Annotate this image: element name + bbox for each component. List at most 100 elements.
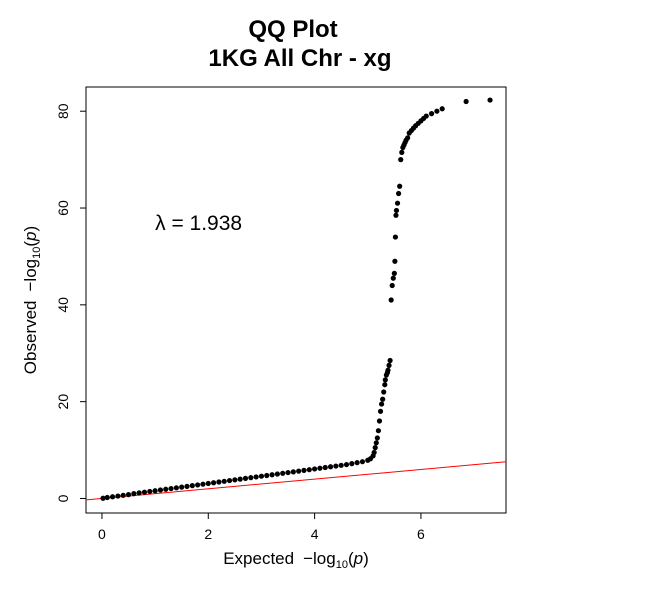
data-point (439, 106, 445, 112)
data-point (120, 492, 126, 498)
data-point (322, 464, 328, 471)
data-point (109, 494, 116, 500)
x-tick-label: 2 (204, 526, 212, 542)
data-point (274, 471, 280, 477)
data-point (373, 440, 379, 446)
data-point (301, 467, 307, 473)
data-point (392, 258, 398, 264)
data-point (338, 462, 344, 468)
data-point (423, 113, 429, 119)
x-axis-label-text: Expected (223, 549, 294, 568)
data-point (264, 472, 270, 479)
data-point (428, 111, 435, 117)
data-point (327, 464, 334, 470)
data-point (179, 484, 185, 490)
data-point (397, 183, 403, 189)
x-axis-label-arg: p (353, 549, 363, 568)
data-point (382, 382, 388, 388)
data-point (280, 470, 286, 476)
data-point (385, 367, 391, 373)
data-point (391, 270, 397, 276)
lambda-annotation: λ = 1.938 (155, 212, 242, 235)
data-point (157, 487, 164, 493)
data-points (100, 97, 493, 501)
data-point (306, 467, 312, 473)
data-point (389, 282, 395, 289)
data-point (392, 234, 399, 240)
data-point (216, 479, 222, 485)
data-point (100, 495, 106, 501)
data-point (221, 478, 227, 484)
data-point (168, 485, 174, 492)
data-point (258, 473, 265, 479)
reference-line (86, 461, 506, 501)
x-axis-label-sub: 10 (336, 559, 348, 571)
data-point (210, 480, 217, 486)
data-point (393, 212, 399, 218)
data-point (487, 97, 493, 103)
data-point (398, 157, 404, 163)
data-point (152, 488, 158, 494)
x-tick-label: 0 (98, 526, 106, 542)
data-point (125, 492, 132, 498)
data-point (388, 297, 394, 303)
data-point (387, 357, 393, 364)
data-point (396, 190, 402, 197)
data-point (386, 362, 392, 368)
data-point (189, 483, 195, 489)
data-point (377, 408, 384, 414)
data-point (375, 428, 382, 434)
data-point (390, 275, 396, 281)
x-axis-label-prefix: −log (303, 549, 336, 568)
data-point (312, 466, 318, 472)
data-point (269, 472, 275, 478)
data-point (317, 465, 323, 471)
data-point (463, 98, 469, 105)
data-point (376, 418, 383, 424)
data-point (349, 461, 355, 467)
data-point (359, 459, 366, 465)
data-point (136, 490, 142, 496)
y-axis-label-arg: p (21, 231, 40, 241)
data-point (242, 475, 249, 481)
data-point (184, 483, 190, 489)
data-point (378, 401, 385, 407)
data-point (393, 207, 400, 214)
y-tick-label: 40 (55, 297, 71, 313)
y-axis-label-prefix: −log (21, 259, 40, 292)
x-tick-label: 4 (311, 526, 319, 542)
data-point (232, 477, 238, 483)
y-axis-label-text: Observed (21, 300, 40, 374)
data-point (354, 460, 360, 466)
data-point (200, 481, 206, 487)
data-point (163, 486, 169, 492)
x-axis-label: Expected −log10(p) (223, 549, 369, 571)
y-axis-label-sub: 10 (31, 247, 43, 259)
data-point (253, 474, 259, 480)
chart-title-line-2: 1KG All Chr - xg (208, 45, 391, 72)
y-tick-label: 80 (55, 103, 71, 119)
data-point (290, 469, 296, 475)
data-point (374, 435, 380, 441)
data-point (195, 482, 201, 488)
data-point (380, 396, 386, 402)
chart-title-line-1: QQ Plot (248, 16, 337, 43)
y-axis-label: Observed−log10(p) (21, 226, 43, 374)
data-point (382, 377, 388, 383)
data-point (131, 491, 137, 497)
data-point (115, 493, 121, 499)
y-tick-label: 20 (55, 394, 71, 410)
data-point (141, 489, 148, 495)
data-point (173, 485, 179, 491)
data-point (248, 475, 254, 481)
data-point (296, 468, 302, 474)
data-point (371, 449, 377, 456)
data-point (434, 108, 440, 114)
data-point (405, 135, 411, 141)
data-point (372, 445, 378, 451)
y-tick-label: 60 (55, 200, 71, 216)
plot-frame (85, 86, 507, 514)
data-point (205, 480, 211, 487)
data-point (147, 488, 153, 495)
